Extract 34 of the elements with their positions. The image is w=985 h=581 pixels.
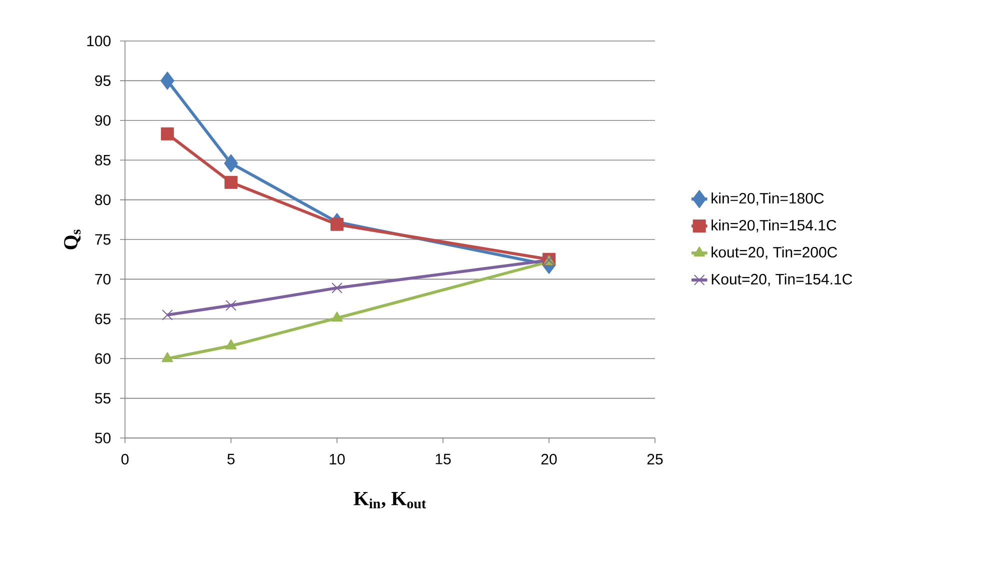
point [224, 176, 238, 189]
y-tick-label: 75 [95, 234, 111, 245]
x-tick-label: 15 [436, 454, 451, 464]
point [330, 218, 344, 231]
point [162, 309, 173, 320]
point [225, 339, 237, 350]
y-tick-label: 95 [95, 75, 111, 86]
x-tick-label: 5 [227, 454, 235, 464]
y-tick-label: 85 [95, 154, 111, 166]
y-tick-label: 100 [87, 36, 111, 46]
y-tick-label: 80 [95, 194, 111, 206]
point [160, 127, 174, 140]
y-axis-title: Q$_{s}$ [64, 230, 81, 250]
x-tick-label: 10 [330, 454, 345, 464]
x-tick-label: 20 [541, 454, 557, 464]
legend-label: kin=20,Tin=154.1C [712, 220, 836, 232]
y-tick-label: 65 [95, 314, 111, 324]
y-tick-label: 55 [95, 393, 111, 404]
point [162, 352, 174, 362]
point [226, 300, 236, 311]
y-tick-label: 60 [95, 353, 111, 364]
point [332, 282, 342, 294]
x-axis-title: K$_{in}$, K$_{out}$ [354, 492, 426, 508]
x-tick-label: 25 [647, 454, 663, 464]
point [224, 154, 238, 172]
y-tick-label: 70 [95, 274, 111, 285]
legend-label: kin=20,Tin=180C [712, 192, 824, 206]
legend-label: Kout=20, Tin=154.1C [712, 273, 852, 286]
x-tick-label: 0 [121, 454, 129, 464]
point [160, 72, 174, 90]
y-tick-label: 50 [95, 432, 111, 444]
y-tick-label: 90 [95, 115, 111, 126]
point [331, 312, 343, 322]
legend-label: kout=20, Tin=200C [712, 246, 838, 260]
